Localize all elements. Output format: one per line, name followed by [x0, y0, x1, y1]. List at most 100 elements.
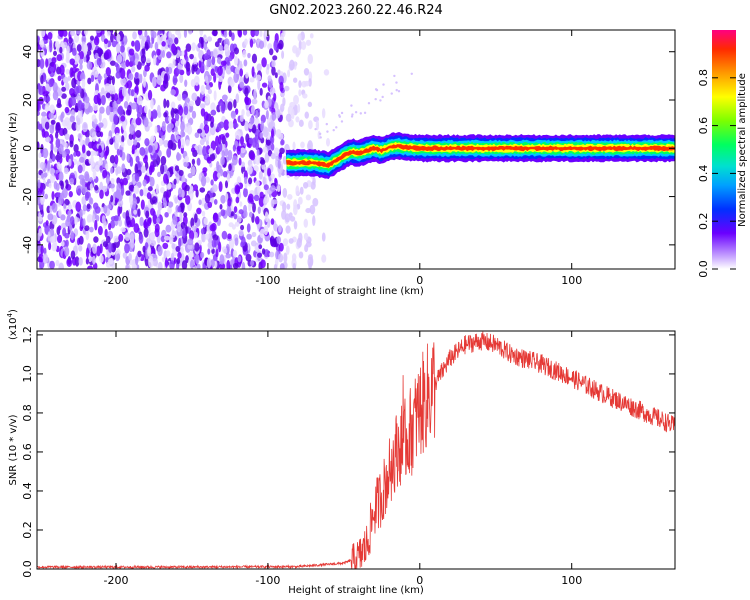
spectrogram-noise-cell [157, 201, 163, 211]
spectrogram-noise-cell [157, 171, 161, 178]
spectrogram-noise-cell [148, 258, 154, 268]
spectrogram-noise-cell [133, 185, 140, 195]
spectrogram-noise-cell [49, 168, 56, 175]
spectrogram-noise-cell [59, 180, 64, 186]
spectrogram-noise-cell [135, 117, 142, 126]
spectrogram-noise-cell [321, 108, 326, 119]
spectrogram-noise-cell [94, 206, 101, 214]
spectrogram-noise-cell [164, 211, 169, 218]
spectrogram-noise-cell [116, 148, 120, 156]
spectrogram-noise-cell [149, 231, 156, 241]
spectrogram-noise-cell [51, 242, 58, 252]
spectrogram-noise-cell [50, 173, 56, 184]
spectrogram-noise-cell [199, 122, 204, 130]
spectrogram-noise-cell [203, 39, 208, 51]
spectrogram-noise-cell [110, 195, 114, 203]
spectrogram-noise-cell [264, 30, 270, 38]
spectrogram-noise-cell [212, 212, 219, 223]
spectrogram-noise-cell [164, 257, 169, 269]
spectrogram-noise-cell [106, 139, 110, 146]
spectrogram-noise-cell [102, 241, 108, 248]
spectrogram-noise-cell [137, 208, 141, 218]
spectrogram-noise-cell [49, 260, 55, 269]
spectrogram-noise-cell [273, 39, 279, 51]
spectrogram-noise-cell [230, 259, 234, 266]
spectrogram-noise-cell [166, 147, 172, 158]
spectrogram-noise-cell [90, 160, 95, 168]
spectrogram-noise-cell [163, 173, 169, 184]
spectrogram-noise-cell [105, 105, 111, 116]
spectrogram-noise-cell [289, 59, 295, 71]
colorbar: 0.0 0.2 0.4 0.6 0.8 Normalized spectral ampl… [697, 30, 748, 278]
colorbar-ticks: 0.0 0.2 0.4 0.6 0.8 [697, 69, 736, 278]
spectrogram-noise-cell [57, 225, 62, 231]
spectrogram-noise-cell [71, 47, 77, 56]
spectrogram-noise-cell [170, 89, 176, 96]
spectrogram-noise-cell [187, 251, 194, 258]
spectrogram-noise-cell [40, 244, 44, 255]
snr-scale-suffix: ) [8, 309, 19, 313]
spectrogram-noise-cell [244, 120, 249, 132]
spectrogram-noise-cell [94, 219, 98, 231]
spectrogram-noise-cell [70, 215, 75, 226]
spectrogram-noise-cell [103, 73, 108, 79]
spectrogram-noise-cell [73, 151, 77, 157]
spectrogram-noise-cell [78, 58, 84, 65]
spectrogram-noise-cell [78, 245, 83, 252]
spectrogram-noise-cell [187, 30, 193, 35]
colorbar-tick-label: 0.2 [697, 212, 710, 230]
spectrogram-noise-cell [206, 257, 212, 269]
spectrogram-noise-cell [270, 218, 275, 225]
spectrogram-noise-cell [54, 40, 60, 49]
spectrogram-noise-cell [264, 211, 269, 223]
spectrogram-noise-cell [218, 212, 222, 218]
spectrogram-noise-cell [144, 30, 148, 38]
spectrogram-noise-cell [247, 193, 254, 203]
spectrogram-noise-cell [216, 164, 222, 174]
spectrogram-noise-cell [314, 127, 317, 131]
spectrogram-noise-cell [312, 215, 316, 227]
spectrogram-noise-cell [236, 145, 241, 156]
spectrogram-noise-cell [61, 188, 68, 199]
spectrogram-noise-cell [44, 103, 50, 112]
spectrogram-noise-cell [144, 242, 149, 250]
spectrogram-noise-cell [73, 215, 78, 226]
spectrogram-noise-cell [71, 67, 78, 74]
spectrogram-noise-cell [321, 254, 327, 263]
spectrogram-noise-cell [80, 216, 84, 228]
spectrogram-noise-cell [47, 32, 53, 40]
spectrogram-noise-cell [269, 251, 275, 258]
spectrogram-noise-cell [229, 79, 235, 88]
spectrogram-noise-cell [83, 43, 88, 54]
spectrogram-noise-cell [148, 109, 152, 120]
spectrogram-noise-cell [256, 252, 263, 258]
spectrogram-noise-cell [193, 231, 198, 239]
spectrogram-noise-cell [136, 95, 143, 106]
spectrogram-noise-cell [228, 121, 234, 129]
spectrogram-noise-cell [195, 253, 200, 265]
spectrogram-noise-cell [135, 78, 140, 86]
spectrogram-noise-cell [204, 36, 208, 43]
spectrogram-noise-cell [48, 241, 52, 251]
spectrogram-noise-cell [83, 56, 87, 63]
spectrogram-noise-cell [105, 92, 111, 99]
spectrogram-noise-cell [93, 36, 100, 46]
spectrogram-noise-cell [177, 64, 183, 70]
spectrogram-noise-cell [227, 101, 233, 111]
spectrogram-noise-cell [367, 101, 371, 105]
spectrogram-noise-cell [89, 35, 95, 41]
spectrogram-noise-cell [258, 171, 263, 180]
spectrogram-noise-cell [264, 195, 270, 204]
spectrogram-noise-cell [233, 47, 239, 55]
spectrogram-noise-cell [268, 123, 272, 133]
spectrogram-noise-cell [105, 235, 111, 244]
spectrogram-noise-cell [204, 193, 211, 204]
spectrogram-noise-cell [220, 194, 226, 204]
spectrogram-noise-cell [250, 240, 257, 247]
spectrogram-noise-cell [118, 105, 124, 116]
spectrogram-noise-cell [111, 40, 117, 48]
spectrogram-noise-cell [298, 119, 304, 128]
spectrogram-noise-cell [359, 112, 362, 115]
spectrogram-noise-cell [261, 82, 268, 88]
